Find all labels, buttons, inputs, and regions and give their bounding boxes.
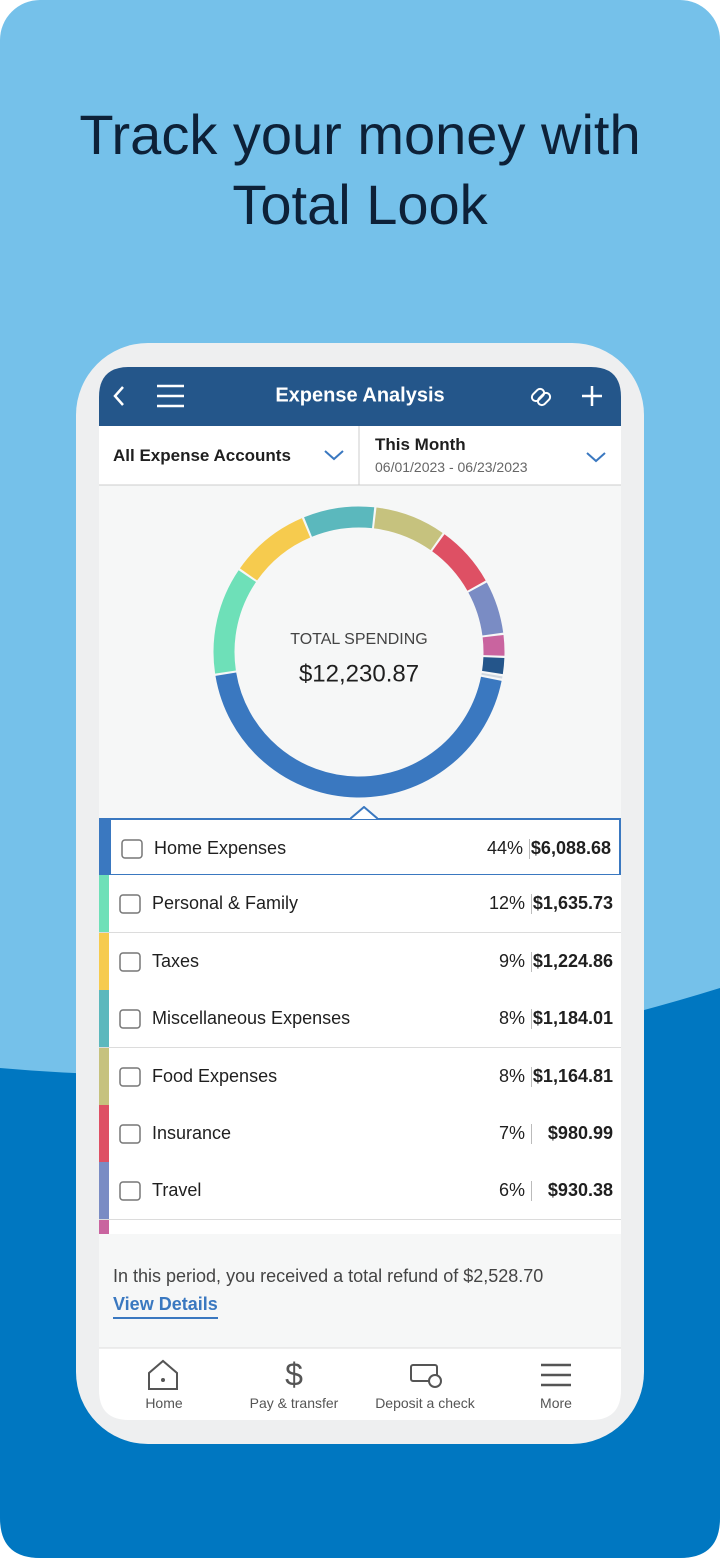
donut-segment bbox=[482, 656, 505, 675]
row-icon bbox=[121, 839, 143, 859]
donut-segment bbox=[304, 506, 375, 537]
category-percent: 44% bbox=[486, 838, 523, 858]
donut-chart: TOTAL SPENDING $12,230.87 bbox=[213, 506, 505, 798]
header-title: Expense Analysis bbox=[275, 384, 444, 406]
donut-segment bbox=[468, 582, 504, 636]
category-name: Taxes bbox=[152, 950, 200, 971]
row-stripe bbox=[99, 932, 109, 990]
expense-row[interactable]: Travel 6% $930.38 bbox=[99, 1162, 621, 1221]
icon-shape bbox=[119, 1009, 141, 1029]
separator bbox=[529, 839, 530, 859]
expense-row[interactable]: Food Expenses 8% $1,164.81 bbox=[99, 1047, 621, 1106]
donut-segment bbox=[239, 518, 311, 581]
expense-row[interactable]: Insurance 7% $980.99 bbox=[99, 1105, 621, 1163]
category-name: Insurance bbox=[152, 1123, 232, 1143]
icon-shape bbox=[119, 1124, 141, 1144]
row-stripe bbox=[99, 990, 109, 1048]
row-icon bbox=[119, 1181, 141, 1202]
category-percent: 7% bbox=[498, 1123, 525, 1143]
row-stripe bbox=[99, 875, 109, 933]
separator bbox=[531, 1066, 532, 1087]
row-icon bbox=[119, 1009, 141, 1029]
icon-shape bbox=[121, 839, 143, 859]
back-button[interactable] bbox=[113, 386, 124, 406]
separator bbox=[531, 1009, 532, 1030]
donut-total: $12,230.87 bbox=[299, 660, 419, 687]
nav-item[interactable]: More bbox=[540, 1395, 572, 1411]
donut-segment bbox=[373, 507, 443, 551]
nav-item[interactable]: Deposit a check bbox=[375, 1395, 475, 1411]
row-icon bbox=[119, 952, 141, 972]
category-amount: $1,184.01 bbox=[532, 1008, 613, 1029]
row-icon bbox=[119, 1066, 141, 1087]
category-name: Personal & Family bbox=[152, 893, 299, 914]
donut-label: TOTAL SPENDING bbox=[290, 631, 428, 648]
nav-item[interactable]: Pay & transfer bbox=[249, 1395, 339, 1411]
menu-button[interactable] bbox=[157, 384, 184, 408]
donut-segment bbox=[215, 672, 502, 798]
category-percent: 6% bbox=[498, 1180, 525, 1201]
icon-shape bbox=[119, 1066, 141, 1087]
partial-row bbox=[99, 1219, 621, 1234]
category-percent: 9% bbox=[498, 950, 525, 971]
headline: Track your money with Total Look bbox=[0, 100, 720, 240]
row-stripe bbox=[101, 820, 111, 874]
nav-item[interactable]: Home bbox=[145, 1395, 183, 1411]
category-percent: 8% bbox=[498, 1008, 525, 1029]
chevron bbox=[586, 452, 606, 463]
period-label: This Month bbox=[375, 435, 466, 454]
separator bbox=[531, 1124, 532, 1144]
header-bar: Expense Analysis bbox=[113, 384, 602, 408]
category-name: Home Expenses bbox=[154, 838, 287, 858]
row-stripe bbox=[99, 1105, 109, 1162]
category-name: Miscellaneous Expenses bbox=[152, 1008, 351, 1029]
separator bbox=[531, 951, 532, 972]
expense-row[interactable]: Home Expenses 44% $6,088.68 bbox=[99, 818, 621, 876]
donut-segment bbox=[431, 534, 486, 592]
expense-row[interactable]: Taxes 9% $1,224.86 bbox=[99, 932, 621, 991]
category-amount: $1,224.86 bbox=[532, 950, 613, 971]
add-button[interactable] bbox=[582, 386, 602, 406]
donut-segment bbox=[213, 570, 257, 674]
row-icon bbox=[119, 1124, 141, 1144]
pointer-notch bbox=[350, 806, 378, 820]
notch-shape bbox=[350, 806, 378, 820]
donut-segment bbox=[482, 634, 505, 656]
category-amount: $930.38 bbox=[547, 1180, 613, 1201]
headline-line: Total Look bbox=[232, 173, 488, 236]
row-icon bbox=[119, 894, 141, 915]
headline-line: Track your money with bbox=[79, 103, 641, 166]
account-label: All Expense Accounts bbox=[113, 446, 291, 465]
svg-text:$: $ bbox=[285, 1356, 303, 1392]
category-percent: 8% bbox=[498, 1065, 525, 1086]
view-details-link[interactable]: View Details bbox=[113, 1294, 218, 1319]
row-stripe bbox=[99, 1219, 109, 1234]
icon-shape bbox=[119, 894, 141, 915]
category-percent: 12% bbox=[488, 893, 525, 914]
chevron bbox=[324, 450, 344, 461]
date-range: 06/01/2023 - 06/23/2023 bbox=[375, 459, 528, 475]
refund-text: In this period, you received a total ref… bbox=[113, 1266, 544, 1286]
category-amount: $1,635.73 bbox=[532, 893, 613, 914]
expense-row[interactable]: Personal & Family 12% $1,635.73 bbox=[99, 875, 621, 934]
icon-shape bbox=[119, 952, 141, 972]
category-name: Travel bbox=[152, 1180, 202, 1201]
account-dropdown[interactable]: All Expense Accounts bbox=[99, 426, 359, 485]
separator bbox=[531, 1181, 532, 1202]
row-stripe bbox=[99, 1047, 109, 1105]
link-button[interactable] bbox=[530, 387, 552, 407]
icon-shape bbox=[119, 1181, 141, 1202]
nav-icons: $ bbox=[148, 1356, 571, 1392]
row-stripe bbox=[99, 1162, 109, 1220]
category-amount: $6,088.68 bbox=[530, 838, 611, 858]
separator bbox=[531, 894, 532, 915]
expense-row[interactable]: Miscellaneous Expenses 8% $1,184.01 bbox=[99, 990, 621, 1049]
category-amount: $1,164.81 bbox=[532, 1065, 613, 1086]
period-dropdown[interactable]: This Month 06/01/2023 - 06/23/2023 bbox=[360, 426, 621, 485]
category-amount: $980.99 bbox=[547, 1123, 613, 1143]
category-name: Food Expenses bbox=[152, 1065, 278, 1086]
